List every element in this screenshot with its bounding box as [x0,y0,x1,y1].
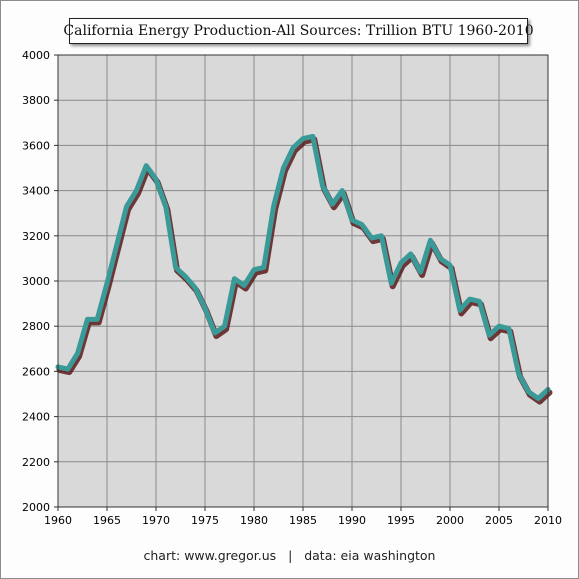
y-tick-label: 3800 [22,94,50,107]
data-point [66,367,70,371]
data-point [390,282,393,285]
x-tick-label: 1970 [142,514,170,527]
data-point [145,164,148,167]
data-point [203,306,207,310]
data-point [370,236,373,240]
x-tick-label: 2010 [534,514,562,527]
data-point [527,390,530,393]
data-point [243,284,246,287]
y-tick-label: 2000 [22,501,50,514]
data-point [468,297,471,301]
x-tick-label: 1960 [44,514,72,527]
x-tick-label: 2005 [485,514,513,527]
plot-border [57,54,549,508]
data-point [448,263,452,267]
x-tick-label: 1980 [240,514,268,527]
chart-footer: chart: www.gregor.us | data: eia washing… [143,548,436,563]
x-tick-label: 2000 [436,514,464,527]
data-point [429,239,432,242]
data-point [488,334,491,337]
data-point [282,166,285,170]
data-point [76,352,79,355]
data-point [135,189,138,192]
data-point [537,397,540,400]
y-tick-label: 2600 [22,365,50,378]
y-tick-label: 3000 [22,275,50,288]
data-point [96,318,99,321]
data-point [233,277,236,280]
y-tick-label: 2400 [22,411,50,424]
data-point [360,223,363,226]
y-axis-tick-labels: 2000 2200 2400 2600 2800 3000 3200 3400 3600 3800… [22,49,50,514]
data-point [399,261,403,265]
chart-title: California Energy Production-All Sources… [63,18,534,44]
data-point [311,135,314,138]
data-point [164,205,167,208]
x-tick-label: 1990 [338,514,366,527]
data-point [301,137,305,140]
x-tick-label: 1975 [191,514,219,527]
data-point [213,331,216,335]
data-point [154,178,158,181]
data-point [380,234,383,237]
data-point [223,325,226,328]
data-point [341,189,344,192]
data-point [478,300,481,303]
data-point [262,266,265,269]
y-tick-label: 2800 [22,320,50,333]
data-point [419,270,422,274]
x-tick-label: 1985 [289,514,317,527]
y-tick-label: 3600 [22,139,50,152]
y-tick-label: 3400 [22,185,50,198]
data-point [409,252,412,256]
data-point [125,205,128,208]
data-point [184,275,187,278]
data-point [497,325,501,328]
data-point [507,327,510,330]
data-point [331,202,334,206]
y-tick-label: 2200 [22,456,50,469]
x-tick-label: 1995 [387,514,415,527]
data-point [115,243,119,247]
data-point [321,184,324,188]
data-point [252,268,256,271]
data-point [350,218,354,222]
x-tick-label: 1965 [93,514,121,527]
y-tick-label: 4000 [22,49,50,62]
series-layer [55,133,553,405]
data-point [105,282,109,285]
data-point [439,257,442,260]
data-point [292,146,295,149]
data-point [174,266,177,269]
data-point [194,286,197,289]
data-point [86,318,89,321]
data-point [458,309,461,312]
data-point [272,205,275,208]
x-axis-tick-labels: 1960 1965 1970 1975 1980 1985 1990 1995 2000 2005… [44,514,562,527]
data-point [517,372,520,375]
y-tick-label: 3200 [22,230,50,243]
